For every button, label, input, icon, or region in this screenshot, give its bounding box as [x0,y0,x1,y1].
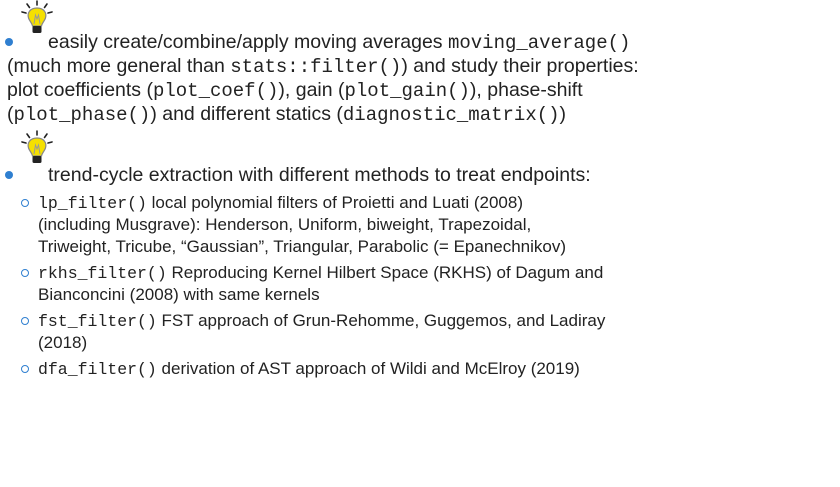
code-span: plot_phase() [13,104,151,126]
text-span: Reproducing Kernel Hilbert Space (RKHS) … [166,263,604,282]
text-span: easily create/combine/apply moving avera… [48,31,448,53]
item-line: (plot_phase()) and different statics (di… [7,102,566,127]
text-span: (including Musgrave): Henderson, Uniform… [38,215,532,234]
item-line: plot coefficients (plot_coef()), gain (p… [7,78,583,103]
subitem-line: (including Musgrave): Henderson, Uniform… [38,214,531,236]
text-span: FST approach of Grun-Rehomme, Guggemos, … [156,311,606,330]
sub-bullet [21,269,29,277]
text-span: trend-cycle extraction with different me… [48,164,591,186]
subitem-line: lp_filter() local polynomial filters of … [38,192,523,215]
code-span: dfa_filter() [38,360,157,379]
sub-bullet [21,317,29,325]
sub-bullet [21,365,29,373]
subitem-line: fst_filter() FST approach of Grun-Rehomm… [38,310,605,333]
bullet [5,38,13,46]
subitem-line: rkhs_filter() Reproducing Kernel Hilbert… [38,262,603,285]
text-span: plot coefficients ( [7,79,153,101]
text-span: ) and study their properties: [401,55,639,77]
item-line: easily create/combine/apply moving avera… [48,30,630,55]
code-span: fst_filter() [38,312,157,331]
code-span: plot_gain() [344,80,470,102]
code-span: diagnostic_matrix() [342,104,560,126]
bullet [5,171,13,179]
code-span: moving_average() [447,32,631,54]
subitem-line: dfa_filter() derivation of AST approach … [38,358,580,381]
subitem-line: Bianconcini (2008) with same kernels [38,284,320,306]
lightbulb-icon [21,0,53,33]
text-span: ), gain ( [278,79,345,101]
text-span: ) and different statics ( [150,103,343,125]
text-span: derivation of AST approach of Wildi and … [156,359,580,378]
code-span: stats::filter() [230,56,402,78]
text-span: Triweight, Tricube, “Gaussian”, Triangul… [38,237,567,256]
text-span: ) [559,103,567,125]
text-span: (2018) [38,333,88,352]
subitem-line: (2018) [38,332,87,354]
code-span: plot_coef() [152,80,279,102]
text-span: Bianconcini (2008) with same kernels [38,285,320,304]
text-span: ( [7,103,14,125]
code-span: rkhs_filter() [38,264,167,283]
text-span: ), phase-shift [469,79,583,101]
code-span: lp_filter() [38,194,147,213]
text-span: (much more general than [7,55,231,77]
lightbulb-icon [21,130,53,163]
item-line: (much more general than stats::filter())… [7,54,639,79]
sub-bullet [21,199,29,207]
item-line: trend-cycle extraction with different me… [48,163,591,187]
subitem-line: Triweight, Tricube, “Gaussian”, Triangul… [38,236,566,258]
text-span: local polynomial filters of Proietti and… [146,193,524,212]
